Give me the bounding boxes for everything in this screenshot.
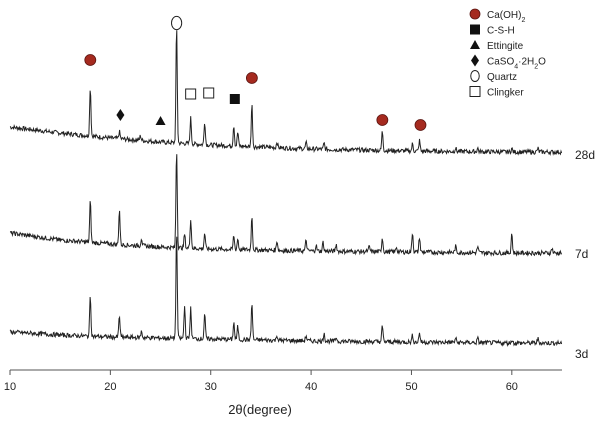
x-axis-label: 2θ(degree) [228, 402, 292, 417]
x-tick-label: 60 [506, 381, 518, 393]
phase-marker-filled-triangle [155, 116, 166, 125]
series-label-28d: 28d [575, 148, 595, 162]
legend-label: C-S-H [487, 26, 515, 37]
x-axis-ticks: 10 20 30 40 50 60 [4, 370, 518, 393]
series-label-7d: 7d [575, 247, 588, 261]
legend-symbol-filled-triangle [470, 40, 480, 49]
phase-marker-filled-diamond [116, 109, 125, 121]
phase-marker-filled-circle [414, 119, 427, 131]
series-line-7d [9, 154, 563, 257]
legend-label: Ca(OH)2 [487, 10, 525, 24]
phase-marker-filled-circle [245, 72, 258, 84]
x-tick-label: 30 [205, 381, 217, 393]
x-axis: 10 20 30 40 50 60 2θ(degree) [4, 369, 562, 417]
legend-symbol-filled-diamond [471, 54, 479, 67]
phase-marker-filled-circle [84, 54, 97, 66]
x-tick-label: 20 [104, 381, 116, 393]
phase-marker-open-square [203, 87, 215, 99]
x-tick-label: 40 [305, 381, 317, 393]
legend-symbol-open-square [469, 86, 481, 97]
phase-marker-open-circle [171, 15, 183, 31]
legend-label: Clingker [487, 88, 524, 99]
phase-markers [84, 15, 427, 131]
phase-marker-filled-square [229, 94, 240, 104]
phase-marker-open-square [185, 88, 197, 100]
legend-symbol-open-circle [470, 70, 480, 82]
series-labels: 28d 7d 3d [575, 148, 595, 361]
diffractogram-series [9, 30, 563, 347]
legend-label: Ettingite [487, 41, 524, 52]
legend-symbol-filled-square [470, 24, 480, 35]
legend-symbol-filled-circle [469, 8, 481, 20]
series-label-3d: 3d [575, 347, 588, 361]
legend-label: Quartz [487, 72, 517, 83]
phase-marker-filled-circle [376, 114, 389, 126]
x-tick-label: 50 [405, 381, 417, 393]
series-line-3d [9, 236, 563, 347]
x-tick-label: 10 [4, 381, 16, 393]
legend-label: CaSO4·2H2O [487, 57, 546, 71]
series-line-28d [9, 30, 563, 157]
